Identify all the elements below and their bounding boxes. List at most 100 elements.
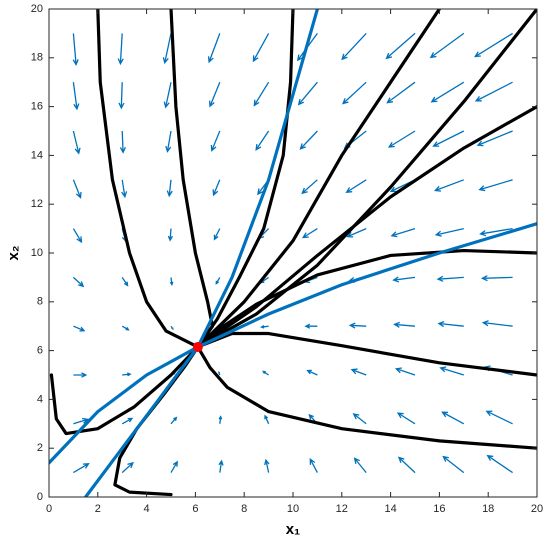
plot-area xyxy=(49,9,537,497)
trajectory xyxy=(49,345,200,436)
y-tick-label: 6 xyxy=(37,345,43,357)
quiver-arrow xyxy=(260,324,269,329)
quiver-arrow xyxy=(121,461,134,474)
quiver-arrow xyxy=(346,228,367,238)
quiver-arrow xyxy=(207,33,221,64)
x-tick-label: 20 xyxy=(531,503,543,515)
quiver-arrow xyxy=(72,228,83,244)
quiver-arrow xyxy=(386,81,416,104)
x-tick-label: 0 xyxy=(46,503,52,515)
quiver-arrow xyxy=(122,372,132,377)
x-tick-label: 2 xyxy=(95,503,101,515)
quiver-arrow xyxy=(352,413,367,425)
quiver-arrow xyxy=(394,367,416,376)
quiver-arrow xyxy=(213,228,221,241)
y-tick-label: 0 xyxy=(37,491,43,503)
quiver-arrow xyxy=(163,82,172,109)
quiver-arrow xyxy=(441,411,465,425)
quiver-arrow xyxy=(390,227,416,238)
quiver-arrow xyxy=(309,457,318,473)
quiver-arrow xyxy=(170,325,174,331)
quiver-arrow xyxy=(387,130,416,148)
quiver-arrow xyxy=(306,369,318,376)
quiver-arrow xyxy=(342,81,367,105)
x-tick-label: 8 xyxy=(241,503,247,515)
x-tick-label: 18 xyxy=(482,503,494,515)
quiver-arrow xyxy=(72,82,80,111)
x-tick-label: 4 xyxy=(144,503,150,515)
quiver-arrow xyxy=(73,372,88,378)
quiver-arrow xyxy=(353,457,367,474)
trajectory xyxy=(196,345,537,450)
quiver-arrow xyxy=(301,179,318,195)
quiver-arrow xyxy=(476,130,513,147)
quiver-arrow xyxy=(385,32,416,60)
quiver-arrow xyxy=(169,277,174,286)
quiver-arrow xyxy=(72,130,81,155)
quiver-arrow xyxy=(297,81,318,106)
x-tick-label: 10 xyxy=(287,503,299,515)
quiver-arrow xyxy=(167,228,174,242)
trajectory xyxy=(196,331,537,377)
quiver-arrow xyxy=(486,454,513,474)
quiver-arrow xyxy=(480,275,513,282)
quiver-arrow xyxy=(299,130,318,150)
quiver-arrow xyxy=(478,179,513,192)
quiver-arrow xyxy=(485,410,513,425)
x-axis-label: x₁ xyxy=(286,521,301,538)
trajectory xyxy=(196,9,295,349)
quiver-arrow xyxy=(121,277,129,287)
quiver-arrow xyxy=(218,459,224,473)
x-tick-label: 6 xyxy=(192,503,198,515)
quiver-arrow xyxy=(392,276,416,283)
y-tick-label: 2 xyxy=(37,442,43,454)
trajectory xyxy=(196,105,537,349)
quiver-arrow xyxy=(430,81,465,103)
trajectory xyxy=(169,9,215,349)
quiver-arrow xyxy=(479,227,513,237)
quiver-arrow xyxy=(255,130,270,151)
quiver-arrow xyxy=(264,414,270,425)
quiver-arrow xyxy=(165,130,172,153)
quiver-arrow xyxy=(73,462,90,474)
quiver-arrow xyxy=(341,32,367,61)
quiver-arrow xyxy=(218,370,221,376)
x-tick-label: 16 xyxy=(433,503,445,515)
quiver-arrow xyxy=(121,179,128,199)
quiver-arrow xyxy=(474,32,513,58)
quiver-arrow xyxy=(396,412,416,425)
quiver-arrow xyxy=(437,320,464,328)
quiver-arrow xyxy=(304,323,318,329)
y-tick-label: 18 xyxy=(31,52,43,64)
quiver-arrow xyxy=(72,276,85,288)
quiver-arrow xyxy=(436,275,464,282)
quiver-arrow xyxy=(208,81,221,108)
quiver-arrow xyxy=(72,179,82,199)
quiver-arrow xyxy=(439,366,464,376)
quiver-arrow xyxy=(73,417,90,425)
y-tick-label: 20 xyxy=(31,3,43,15)
quiver-arrow xyxy=(170,416,178,425)
y-tick-label: 10 xyxy=(31,247,43,259)
quiver-arrow xyxy=(117,33,124,66)
quiver-arrow xyxy=(301,228,318,239)
quiver-arrow xyxy=(264,458,270,473)
quiver-arrow xyxy=(212,179,221,197)
y-axis-label: x₂ xyxy=(5,245,22,260)
quiver-arrow xyxy=(73,325,86,332)
quiver-arrow xyxy=(119,130,126,154)
quiver-arrow xyxy=(474,81,513,102)
quiver-arrow xyxy=(218,415,223,424)
y-tick-label: 4 xyxy=(37,393,43,405)
quiver-arrow xyxy=(433,179,465,192)
y-tick-label: 8 xyxy=(37,296,43,308)
y-tick-label: 16 xyxy=(31,101,43,113)
quiver-arrow xyxy=(252,33,270,63)
quiver-arrow xyxy=(215,277,221,285)
quiver-arrow xyxy=(393,321,416,328)
trajectory xyxy=(96,9,200,349)
quiver-arrow xyxy=(429,32,465,59)
quiver-arrow xyxy=(442,455,465,474)
quiver-arrow xyxy=(118,82,125,110)
